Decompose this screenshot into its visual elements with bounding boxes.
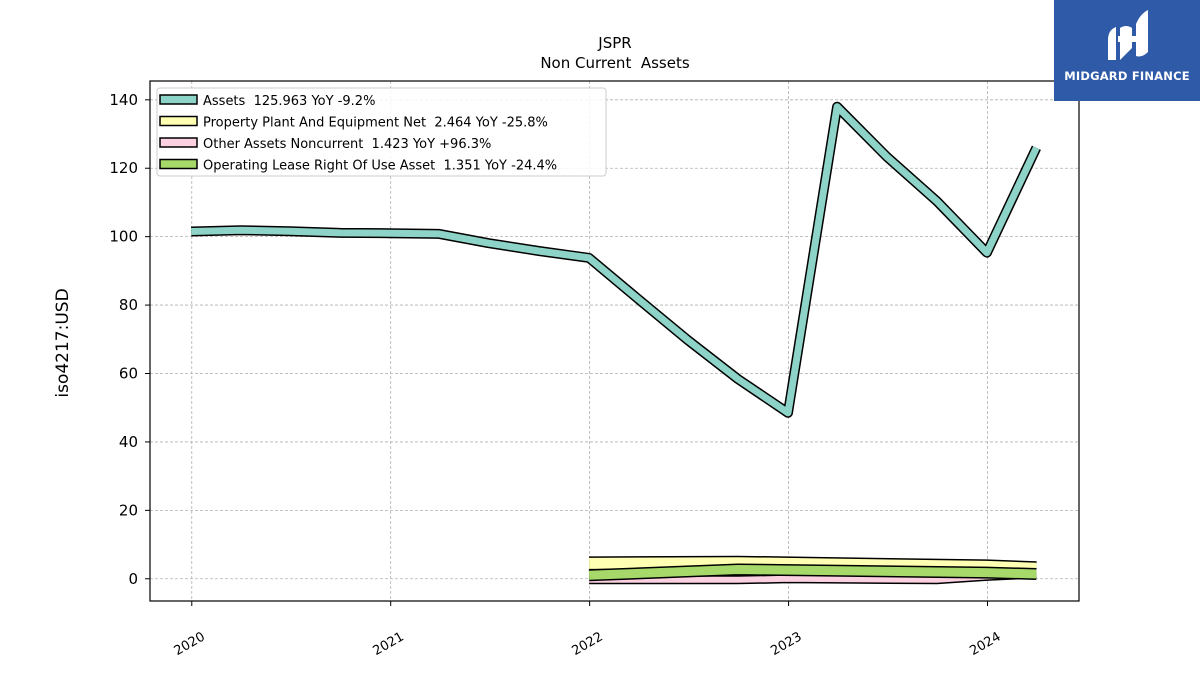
plot-area	[191, 101, 1041, 585]
x-tick-label: 2021	[371, 629, 407, 659]
y-tick-label: 60	[119, 365, 138, 383]
y-tick-label: 0	[128, 570, 138, 588]
series-line	[588, 565, 1037, 580]
y-tick-label: 140	[109, 91, 138, 109]
logo-text: MIDGARD FINANCE	[1064, 69, 1190, 83]
axes: 0 20 40 60 80 100 120 140 2020 2021 2022 2023 2024	[109, 80, 1080, 659]
legend: Assets 125.963 YoY -9.2% Property Plant A…	[156, 87, 607, 177]
y-axis-label: iso4217:USD	[53, 288, 73, 397]
x-tick-label: 2022	[569, 629, 605, 659]
y-tick-label: 100	[109, 228, 138, 246]
y-tick-label: 80	[119, 296, 138, 314]
y-tick-label: 120	[109, 159, 138, 177]
y-tick-label: 20	[119, 501, 138, 519]
chart-subtitle: Non Current Assets	[540, 54, 690, 72]
x-tick-label: 2024	[967, 629, 1003, 659]
legend-swatch	[159, 137, 198, 148]
legend-label: Property Plant And Equipment Net 2.464 Y…	[203, 116, 548, 131]
legend-label: Operating Lease Right Of Use Asset 1.351…	[203, 159, 557, 174]
y-tick-label: 40	[119, 433, 138, 451]
midgard-logo-icon	[1108, 10, 1148, 60]
series-line	[191, 103, 1040, 417]
x-tick-label: 2023	[768, 629, 804, 659]
brand-logo: MIDGARD FINANCE	[1054, 0, 1200, 101]
legend-swatch	[159, 158, 198, 170]
legend-box	[156, 87, 607, 177]
chart-title: JSPR	[597, 34, 631, 52]
legend-label: Assets 125.963 YoY -9.2%	[203, 94, 375, 109]
legend-label: Other Assets Noncurrent 1.423 YoY +96.3%	[203, 137, 491, 152]
x-tick-label: 2020	[172, 629, 208, 659]
legend-swatch	[159, 115, 198, 127]
plot-frame	[149, 80, 1080, 602]
legend-swatch	[159, 94, 198, 105]
